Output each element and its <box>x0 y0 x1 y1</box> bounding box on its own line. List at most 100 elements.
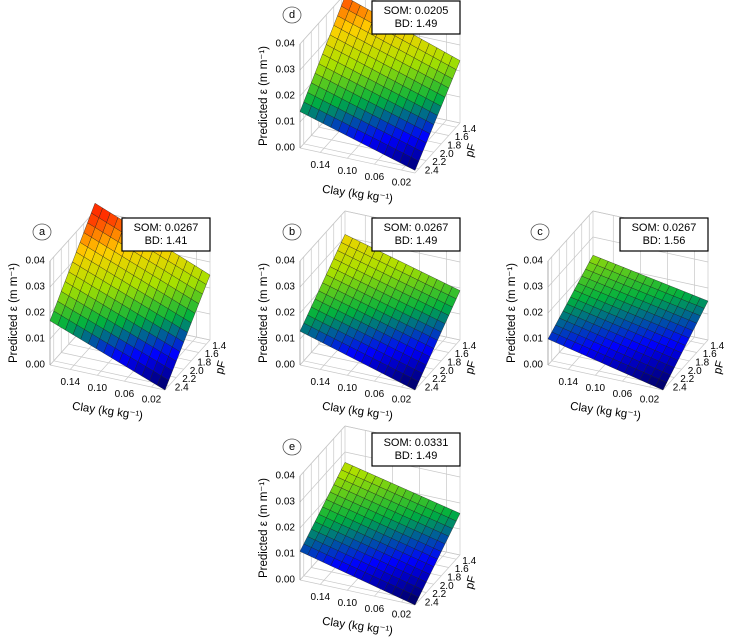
y-tick-label: 2.4 <box>425 597 439 608</box>
y-tick-label: 2.0 <box>190 366 204 377</box>
box-edge <box>299 364 416 391</box>
z-tick-label: 0.04 <box>26 256 46 267</box>
panel-label: d <box>289 9 295 21</box>
x-tick-label: 0.02 <box>392 178 412 189</box>
x-tick-label: 0.10 <box>338 598 358 609</box>
x-axis-title: Clay (kg kg⁻¹) <box>71 401 143 423</box>
x-tick-label: 0.10 <box>338 383 358 394</box>
z-grid-line <box>547 236 594 288</box>
y-tick-label: 1.6 <box>455 132 469 143</box>
x-tick-label: 0.14 <box>311 377 331 388</box>
annotation-text: SOM: 0.0331 <box>384 437 449 449</box>
z-grid-line <box>299 425 346 477</box>
y-tick-label: 1.4 <box>710 341 724 352</box>
z-tick-label: 0.03 <box>276 65 296 76</box>
x-tick-label: 0.14 <box>311 592 331 603</box>
annotation-text: BD: 1.56 <box>643 235 686 247</box>
z-axis-title: Predicted ε (m m⁻¹) <box>258 478 270 578</box>
x-tick-label: 0.06 <box>365 604 385 615</box>
panel-label: c <box>537 226 543 238</box>
box-edge <box>299 147 416 174</box>
z-grid-line <box>299 0 341 45</box>
panel: 0.00 0.01 0.02 0.03 0.04 0.14 0.10 0.06 0.02 1.41… <box>8 202 229 423</box>
z-grid-line <box>49 210 96 262</box>
y-tick-label: 1.4 <box>212 341 226 352</box>
x-tick-label: 0.10 <box>338 166 358 177</box>
x-tick-label: 0.10 <box>586 383 606 394</box>
annotation-text: BD: 1.49 <box>395 235 438 247</box>
y-tick-label: 1.4 <box>462 341 476 352</box>
annotation-text: BD: 1.49 <box>395 18 438 30</box>
y-tick-label: 1.8 <box>447 140 461 151</box>
y-tick-label: 1.6 <box>205 349 219 360</box>
panel-label-circle <box>282 438 302 456</box>
z-tick-label: 0.00 <box>26 360 46 371</box>
x-tick-label: 0.02 <box>142 395 162 406</box>
annotation-text: BD: 1.41 <box>145 235 188 247</box>
y-tick-label: 1.4 <box>462 556 476 567</box>
surface-cell <box>407 377 419 391</box>
z-axis-title: Predicted ε (m m⁻¹) <box>506 263 518 363</box>
z-grid-line <box>299 451 346 503</box>
y-axis-title: pF <box>464 359 479 375</box>
surface-cell <box>655 378 667 391</box>
x-tick-label: 0.06 <box>365 172 385 183</box>
z-axis-title: Predicted ε (m m⁻¹) <box>8 263 20 363</box>
y-tick-label: 1.4 <box>462 124 476 135</box>
y-tick-label: 1.6 <box>703 349 717 360</box>
z-tick-label: 0.00 <box>276 360 296 371</box>
z-tick-label: 0.02 <box>276 523 296 534</box>
x-tick-label: 0.06 <box>115 389 135 400</box>
x-tick-label: 0.14 <box>61 377 81 388</box>
box-edge <box>299 579 416 606</box>
annotation-text: SOM: 0.0267 <box>384 222 449 234</box>
y-axis-title: pF <box>214 359 229 375</box>
z-grid-line <box>547 210 594 262</box>
y-tick-label: 2.4 <box>175 382 189 393</box>
z-tick-label: 0.02 <box>26 308 46 319</box>
z-tick-label: 0.03 <box>26 282 46 293</box>
y-tick-label: 2.0 <box>440 581 454 592</box>
x-axis-title: Clay (kg kg⁻¹) <box>569 401 641 423</box>
z-tick-label: 0.00 <box>524 360 544 371</box>
y-axis-title: pF <box>712 359 727 375</box>
panel: 0.00 0.01 0.02 0.03 0.04 0.14 0.10 0.06 0.02 1.41… <box>258 210 479 423</box>
z-tick-label: 0.01 <box>276 117 296 128</box>
z-grid-line <box>299 210 346 262</box>
y-tick-label: 1.8 <box>447 357 461 368</box>
y-grid-line <box>53 360 169 387</box>
surface-cell <box>407 593 419 606</box>
y-tick-label: 1.8 <box>695 357 709 368</box>
y-tick-label: 2.2 <box>432 589 446 600</box>
z-axis-title: Predicted ε (m m⁻¹) <box>258 263 270 363</box>
y-tick-label: 2.2 <box>680 374 694 385</box>
z-grid-line <box>299 236 346 288</box>
x-axis-title: Clay (kg kg⁻¹) <box>321 184 393 206</box>
box-edge <box>164 339 211 391</box>
z-tick-label: 0.01 <box>524 334 544 345</box>
box-edge <box>547 364 664 391</box>
annotation-text: SOM: 0.0267 <box>134 222 199 234</box>
y-tick-label: 1.8 <box>197 357 211 368</box>
x-tick-label: 0.14 <box>311 160 331 171</box>
x-tick-label: 0.14 <box>559 377 579 388</box>
surface-cell <box>407 157 419 171</box>
y-tick-label: 1.6 <box>455 349 469 360</box>
z-tick-label: 0.01 <box>26 334 46 345</box>
panel-label-circle <box>282 223 302 241</box>
z-tick-label: 0.00 <box>276 143 296 154</box>
surface-cell <box>157 375 169 391</box>
box-edge <box>49 364 166 391</box>
x-tick-label: 0.06 <box>365 389 385 400</box>
z-tick-label: 0.04 <box>276 39 296 50</box>
y-grid-line <box>303 143 419 170</box>
z-tick-label: 0.04 <box>524 256 544 267</box>
y-tick-label: 2.4 <box>673 382 687 393</box>
y-axis-title: pF <box>464 574 479 590</box>
z-tick-label: 0.03 <box>524 282 544 293</box>
x-axis-title: Clay (kg kg⁻¹) <box>321 401 393 423</box>
annotation-text: BD: 1.49 <box>395 450 438 462</box>
x-tick-label: 0.02 <box>640 395 660 406</box>
x-tick-label: 0.02 <box>392 610 412 621</box>
